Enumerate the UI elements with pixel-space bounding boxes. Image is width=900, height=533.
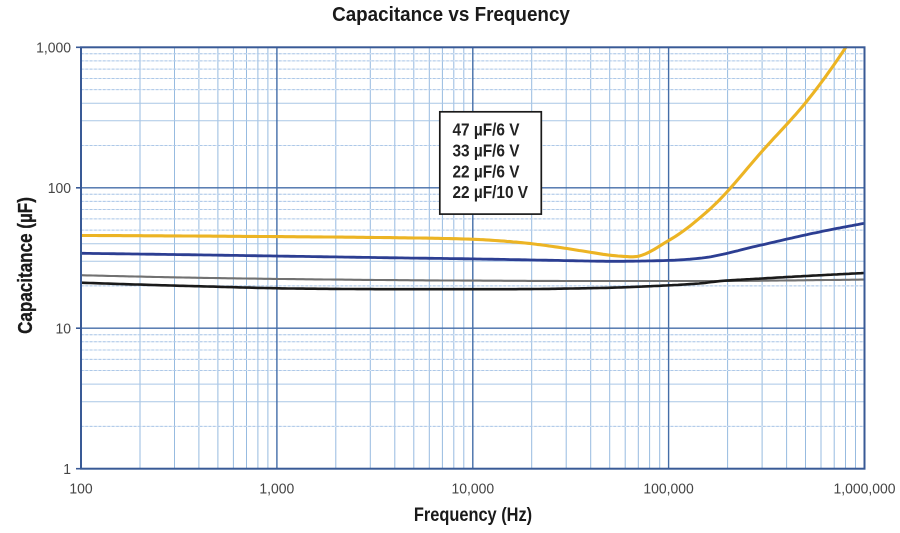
svg-text:1,000,000: 1,000,000 xyxy=(834,481,896,498)
svg-text:10,000: 10,000 xyxy=(451,481,494,498)
svg-text:Capacitance (µF): Capacitance (µF) xyxy=(14,197,37,334)
svg-text:Capacitance vs Frequency: Capacitance vs Frequency xyxy=(332,3,570,26)
svg-text:47 µF/6 V: 47 µF/6 V xyxy=(453,120,521,140)
svg-text:33 µF/6 V: 33 µF/6 V xyxy=(453,140,521,160)
svg-text:1: 1 xyxy=(63,461,71,478)
svg-text:Frequency (Hz): Frequency (Hz) xyxy=(414,504,532,526)
svg-text:100: 100 xyxy=(69,481,92,498)
svg-text:100,000: 100,000 xyxy=(643,481,693,498)
svg-text:100: 100 xyxy=(48,181,71,198)
svg-text:22 µF/6 V: 22 µF/6 V xyxy=(453,161,521,181)
svg-text:22 µF/10 V: 22 µF/10 V xyxy=(453,182,529,202)
svg-text:1,000: 1,000 xyxy=(259,481,294,498)
svg-text:1,000: 1,000 xyxy=(36,40,71,57)
svg-text:10: 10 xyxy=(56,321,71,338)
